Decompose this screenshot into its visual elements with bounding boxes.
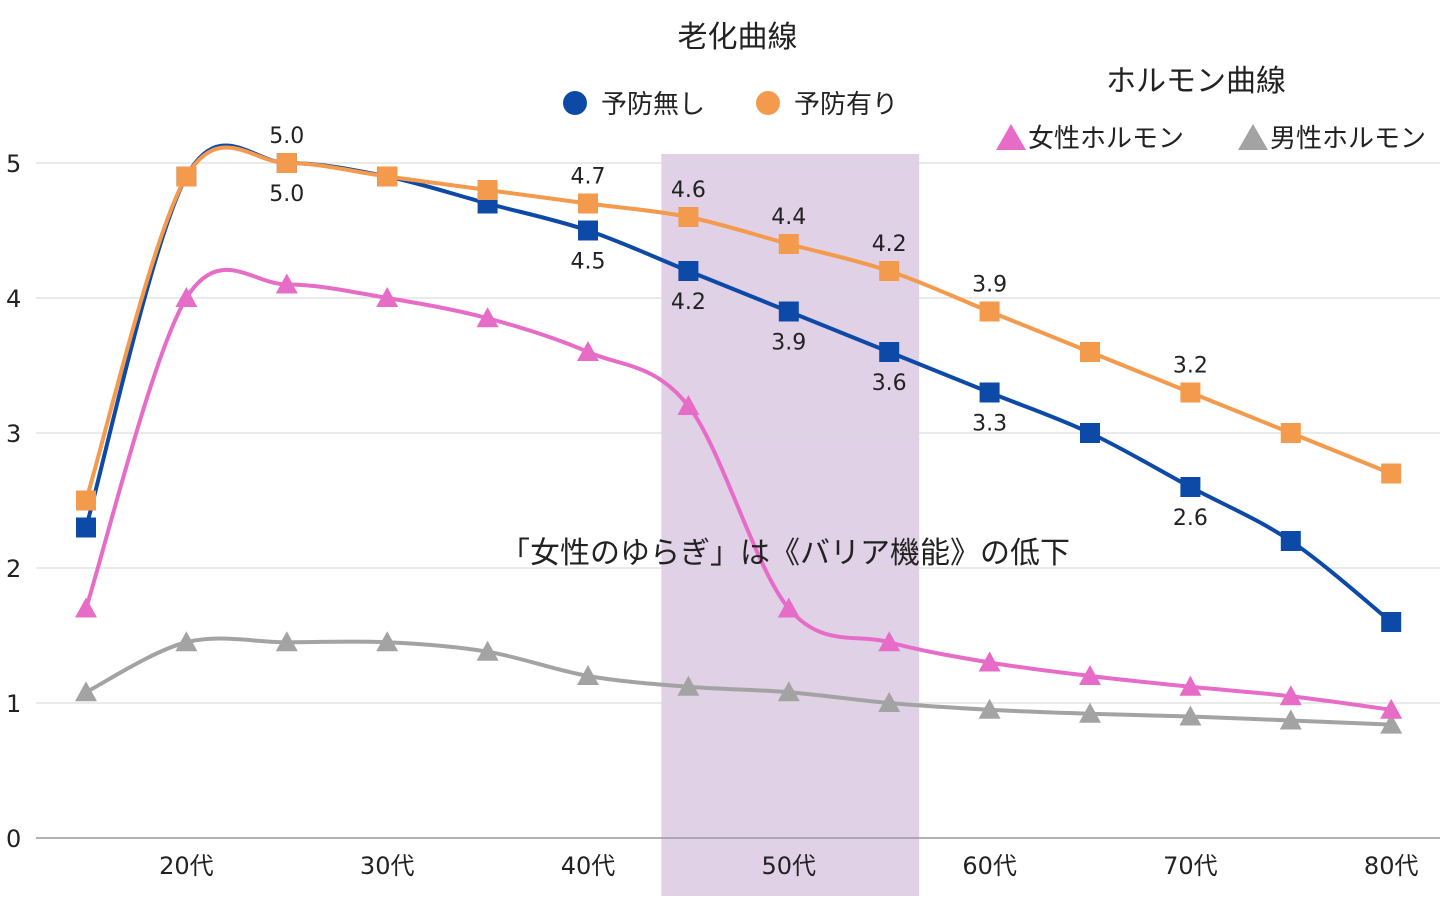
data-point-triangle xyxy=(476,640,499,661)
data-point-square xyxy=(778,234,799,254)
x-tick-label: 80代 xyxy=(1364,852,1419,880)
data-point-triangle xyxy=(275,631,298,652)
data-point-square xyxy=(979,301,1000,322)
data-point-square xyxy=(76,490,96,511)
data-point-triangle xyxy=(978,651,1001,672)
data-point-square xyxy=(1280,531,1301,551)
data-point-triangle xyxy=(175,287,198,307)
x-tick-label: 40代 xyxy=(561,852,616,880)
data-label: 4.2 xyxy=(671,290,706,315)
y-tick-label: 3 xyxy=(6,420,21,448)
data-point-square xyxy=(778,301,799,322)
legend-item-with-prevention: 予防有り xyxy=(756,84,898,121)
legend-triangle-icon xyxy=(996,123,1026,150)
y-tick-label: 1 xyxy=(6,690,21,718)
y-tick-label: 2 xyxy=(6,555,21,583)
y-tick-label: 5 xyxy=(6,150,21,178)
data-point-square xyxy=(578,220,598,241)
data-point-square xyxy=(578,193,598,214)
data-point-triangle xyxy=(1380,713,1403,734)
series-line xyxy=(84,267,1392,712)
data-point-triangle xyxy=(1079,702,1101,723)
legend-circle-icon xyxy=(563,90,587,115)
data-point-triangle xyxy=(175,631,198,652)
data-point-square xyxy=(176,166,197,187)
x-tick-label: 30代 xyxy=(360,852,415,880)
chart-annotation: 「女性のゆらぎ」は《バリア機能》の低下 xyxy=(500,536,1070,571)
data-point-square xyxy=(879,261,900,281)
data-label: 2.6 xyxy=(1173,506,1208,531)
data-label: 5.0 xyxy=(269,124,304,149)
y-tick-label: 0 xyxy=(6,825,21,853)
x-tick-label: 50代 xyxy=(762,852,817,880)
data-point-triangle xyxy=(1279,685,1302,706)
data-label: 3.3 xyxy=(972,412,1007,437)
legend-item-female-hormone: 女性ホルモン xyxy=(996,118,1184,155)
chart-title: 老化曲線 xyxy=(677,20,798,55)
x-tick-label: 20代 xyxy=(159,852,214,880)
data-point-square xyxy=(1180,477,1201,497)
data-point-triangle xyxy=(777,681,800,702)
data-point-square xyxy=(276,153,297,173)
data-label: 3.6 xyxy=(872,371,907,396)
data-label: 4.2 xyxy=(872,232,907,257)
y-tick-label: 4 xyxy=(6,285,21,313)
data-point-triangle xyxy=(1079,665,1101,685)
data-point-square xyxy=(377,166,398,187)
data-point-square xyxy=(76,517,96,538)
legend-label: 予防無し xyxy=(601,90,706,120)
data-label: 3.2 xyxy=(1173,354,1208,379)
legend-label: 女性ホルモン xyxy=(1028,124,1185,154)
legend-label: 予防有り xyxy=(794,90,899,120)
data-point-square xyxy=(1381,612,1402,632)
data-point-triangle xyxy=(1380,698,1403,719)
data-point-triangle xyxy=(677,675,700,696)
legend-circle-icon xyxy=(756,90,780,115)
series-line xyxy=(85,636,1392,727)
legend-item-male-hormone: 男性ホルモン xyxy=(1238,118,1426,155)
data-point-square xyxy=(1080,423,1100,443)
data-point-triangle xyxy=(978,698,1001,719)
data-point-triangle xyxy=(1179,675,1202,696)
data-point-square xyxy=(477,180,498,200)
data-point-triangle xyxy=(1279,709,1302,730)
data-point-triangle xyxy=(376,287,399,307)
data-point-triangle xyxy=(275,273,298,294)
data-point-square xyxy=(678,207,699,227)
data-point-square xyxy=(1180,382,1201,403)
data-label: 3.9 xyxy=(972,273,1007,298)
x-tick-label: 70代 xyxy=(1163,852,1218,880)
data-point-triangle xyxy=(1179,705,1202,726)
data-point-square xyxy=(1381,463,1402,484)
data-point-square xyxy=(1280,423,1301,443)
data-point-triangle xyxy=(878,692,901,712)
legend-label: 男性ホルモン xyxy=(1270,124,1427,154)
data-point-triangle xyxy=(476,307,499,328)
data-point-triangle xyxy=(75,597,97,618)
data-label: 4.4 xyxy=(771,205,806,230)
data-point-triangle xyxy=(677,395,700,415)
data-point-square xyxy=(879,342,900,362)
data-point-triangle xyxy=(376,631,399,652)
data-label: 3.9 xyxy=(771,331,806,356)
x-tick-label: 60代 xyxy=(962,852,1017,880)
data-point-square xyxy=(678,261,699,281)
data-point-square xyxy=(1080,342,1100,362)
data-point-triangle xyxy=(878,631,901,652)
legend-triangle-icon xyxy=(1238,123,1268,150)
data-point-triangle xyxy=(577,341,599,361)
data-label: 4.5 xyxy=(571,250,606,275)
data-label: 4.6 xyxy=(671,178,706,203)
data-label: 5.0 xyxy=(269,182,304,207)
data-point-square xyxy=(979,382,1000,403)
data-point-triangle xyxy=(777,597,800,618)
data-label: 4.7 xyxy=(571,165,606,190)
data-point-triangle xyxy=(577,665,599,685)
legend-item-no-prevention: 予防無し xyxy=(563,84,705,121)
data-point-triangle xyxy=(75,681,97,702)
hormone-curve-title: ホルモン曲線 xyxy=(1106,64,1286,99)
